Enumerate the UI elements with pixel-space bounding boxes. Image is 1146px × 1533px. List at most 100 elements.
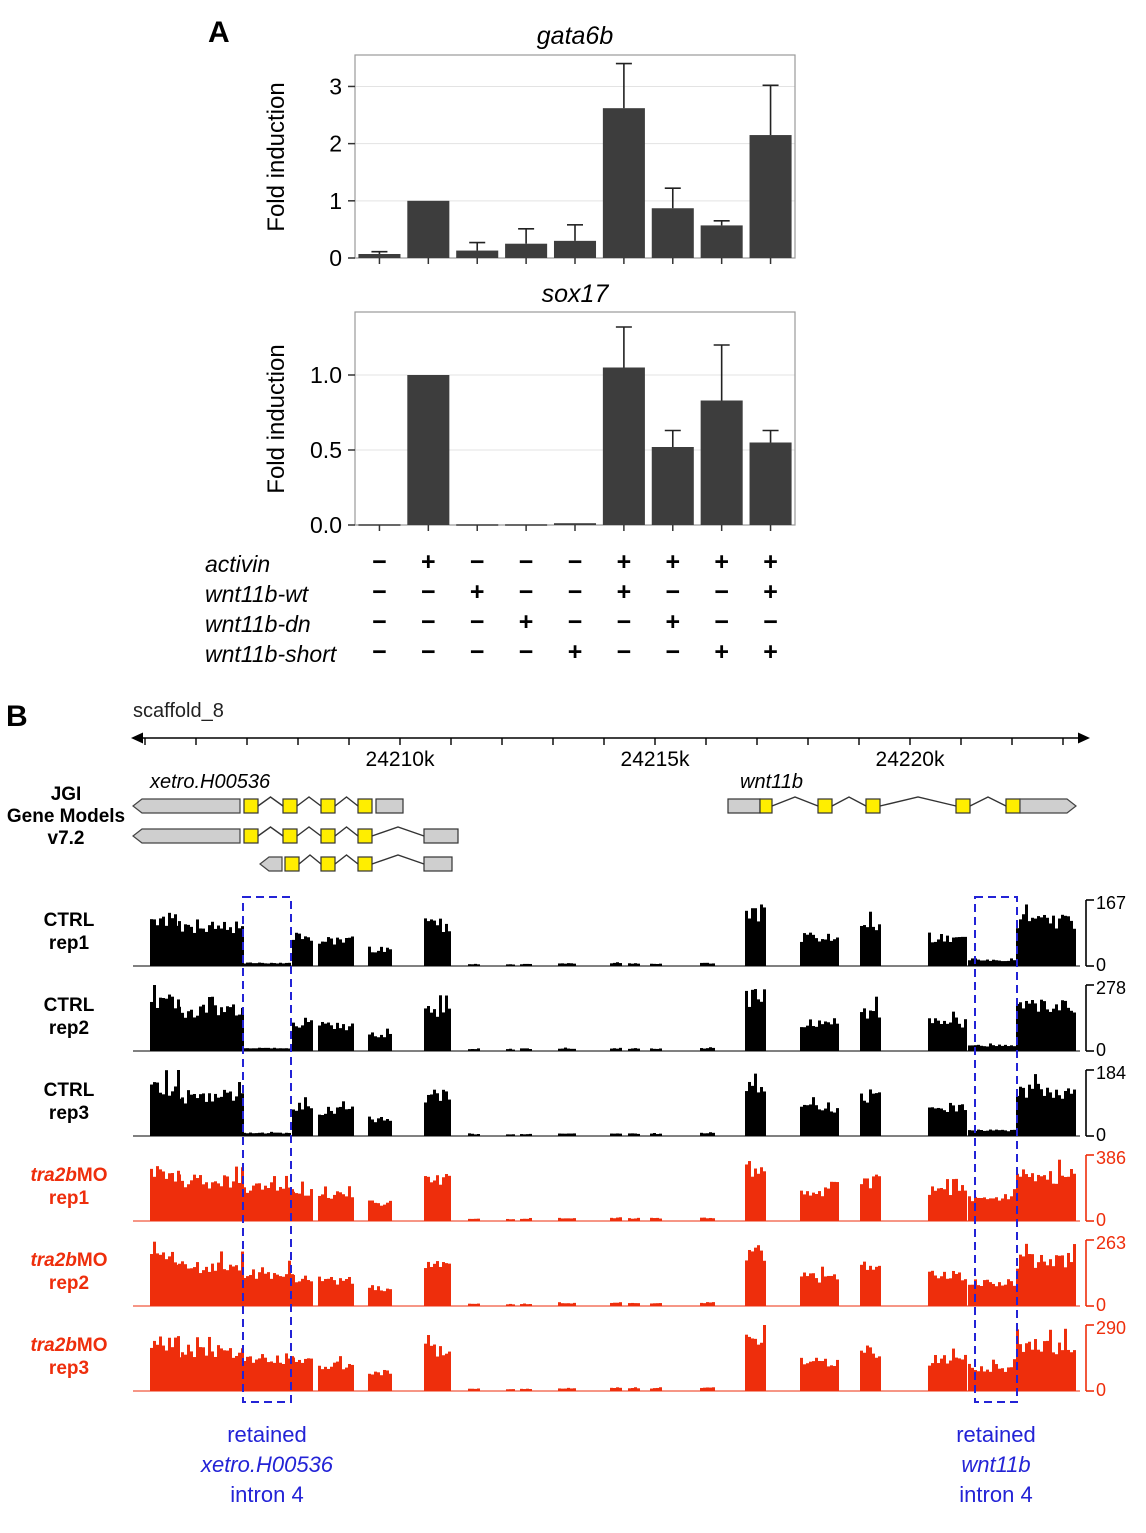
condition-sign: −	[372, 638, 387, 666]
condition-sign: −	[470, 638, 485, 666]
condition-sign: +	[763, 548, 778, 576]
bar	[505, 243, 548, 258]
bar	[651, 208, 694, 258]
track-zero-value: 0	[1096, 1125, 1106, 1145]
ruler-right-arrow	[1078, 732, 1090, 744]
condition-sign: −	[519, 578, 534, 606]
condition-row-label-wnt11b-wt: wnt11b-wt	[205, 581, 309, 607]
condition-sign: +	[617, 578, 632, 606]
bar-chart-sox17: 0.0 0.5 1.0	[310, 311, 796, 538]
gene-name-xetro-h00536: xetro.H00536	[150, 771, 271, 793]
genome-ruler: 24210k 24215k 24220k	[131, 732, 1090, 771]
exon-box	[282, 828, 298, 844]
y-tick-label: 1.0	[310, 362, 342, 388]
bar	[700, 225, 743, 258]
condition-sign: +	[714, 548, 729, 576]
track-zero-value: 0	[1096, 1210, 1106, 1230]
exon-box	[357, 828, 373, 844]
track-label-tra2bmo-rep2: tra2bMO rep2	[30, 1250, 108, 1294]
condition-sign: −	[665, 638, 680, 666]
intron-line	[334, 826, 359, 837]
intron-line	[831, 796, 867, 807]
condition-sign: +	[568, 638, 583, 666]
condition-sign: −	[714, 608, 729, 636]
track-zero-value: 0	[1096, 1380, 1106, 1400]
track-label-ctrl-rep1: CTRL rep1	[43, 910, 95, 954]
caption-line: retained	[956, 1422, 1036, 1447]
bar	[651, 447, 694, 525]
bar	[553, 523, 597, 525]
track-label-ctrl-rep2: CTRL rep2	[43, 995, 95, 1039]
caption-line-gene: wnt11b	[961, 1452, 1031, 1477]
condition-sign: −	[568, 578, 583, 606]
bar	[407, 200, 450, 258]
gene-model-xetro.H00536	[259, 854, 453, 872]
track-zero-value: 0	[1096, 1040, 1106, 1060]
intron-line	[298, 854, 322, 865]
condition-sign: −	[617, 638, 632, 666]
condition-sign: +	[714, 638, 729, 666]
coverage-track-CTRL-rep2: 278 0	[133, 978, 1126, 1060]
exon-box	[282, 798, 298, 814]
track-max-value: 290	[1096, 1318, 1126, 1338]
exon-box	[243, 798, 259, 814]
y-tick-label: 0	[329, 245, 342, 271]
gene-model-wnt11b	[727, 796, 1077, 814]
condition-sign: −	[519, 548, 534, 576]
condition-sign: −	[372, 578, 387, 606]
ruler-coordinate-label: 24220k	[876, 748, 945, 771]
bar	[749, 442, 792, 525]
panel-a-label: A	[208, 16, 230, 49]
panel-b-label: B	[6, 700, 28, 733]
intron-line	[257, 826, 284, 837]
bar	[602, 108, 645, 258]
condition-row-label-wnt11b-dn: wnt11b-dn	[205, 611, 311, 637]
exon-box	[357, 856, 373, 872]
chart-ylabel-gata6b: Fold induction	[263, 82, 290, 232]
condition-sign: +	[665, 608, 680, 636]
gene-models-version-label: JGI Gene Models v7.2	[4, 784, 128, 850]
exon-box	[243, 828, 259, 844]
scaffold-label: scaffold_8	[133, 700, 224, 722]
bar	[407, 375, 450, 525]
exon-box	[357, 798, 373, 814]
intron-line	[371, 854, 425, 865]
track-zero-value: 0	[1096, 955, 1106, 975]
caption-line-gene: xetro.H00536	[200, 1452, 334, 1477]
intron-line	[334, 796, 359, 807]
bar	[358, 253, 401, 258]
condition-sign: +	[617, 548, 632, 576]
y-tick-label: 0.5	[310, 437, 342, 463]
utr-box	[423, 828, 459, 844]
exon-box	[817, 798, 833, 814]
condition-sign: +	[519, 608, 534, 636]
bar	[553, 240, 597, 258]
gene-model-xetro.H00536	[132, 826, 459, 844]
y-tick-label: 1	[329, 188, 342, 214]
track-max-value: 263	[1096, 1233, 1126, 1253]
jgi-line-1: JGI	[50, 784, 82, 805]
exon-box	[955, 798, 971, 814]
intron-line	[296, 826, 322, 837]
intron-line	[969, 796, 1007, 807]
condition-sign: −	[470, 548, 485, 576]
highlight-caption-xetro: retained xetro.H00536 intron 4	[157, 1420, 377, 1510]
exon-box	[865, 798, 881, 814]
condition-sign: −	[470, 608, 485, 636]
bar	[602, 367, 645, 525]
track-max-value: 184	[1096, 1063, 1126, 1083]
condition-sign: −	[617, 608, 632, 636]
gene-name-wnt11b: wnt11b	[740, 771, 804, 793]
utr-box	[727, 798, 761, 814]
intron-line	[371, 826, 425, 837]
ruler-coordinate-label: 24215k	[621, 748, 690, 771]
condition-sign: +	[763, 638, 778, 666]
condition-row-label-wnt11b-short: wnt11b-short	[205, 641, 337, 667]
condition-sign: −	[372, 548, 387, 576]
utr-box	[1019, 798, 1077, 814]
condition-sign: +	[763, 578, 778, 606]
y-tick-label: 0.0	[310, 512, 342, 538]
